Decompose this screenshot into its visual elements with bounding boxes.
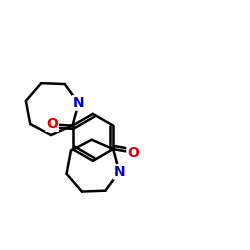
Text: N: N [73,96,85,110]
Text: N: N [114,165,125,179]
Text: O: O [127,146,139,160]
Text: O: O [127,146,139,160]
Text: O: O [46,118,58,132]
Text: N: N [114,165,125,179]
Text: O: O [46,118,58,132]
Text: N: N [73,96,85,110]
